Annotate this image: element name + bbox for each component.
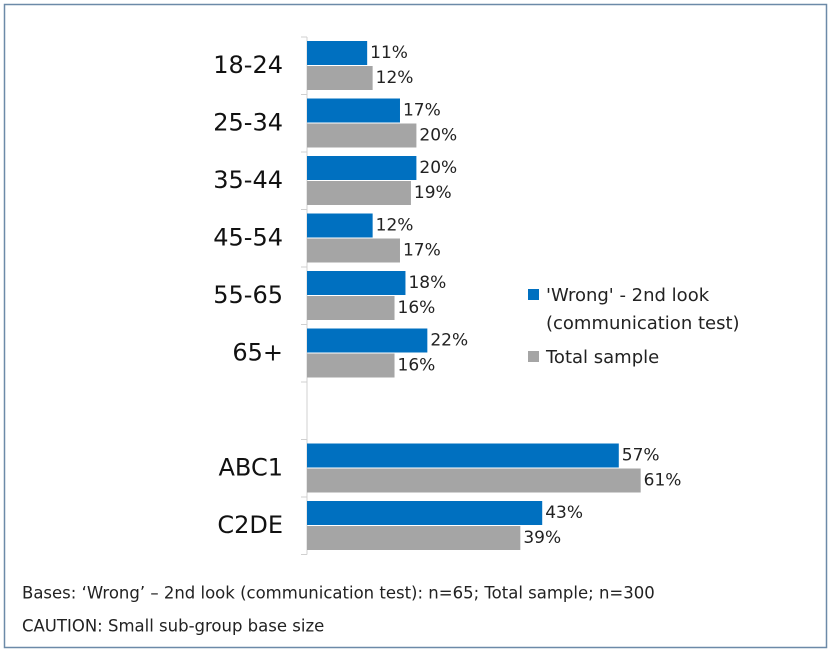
category-label: 65+ [232,339,283,367]
bar [307,123,417,148]
bar [307,468,641,493]
bar [307,501,543,525]
category-label: 55-65 [213,281,283,309]
bar [307,296,395,320]
bar [307,98,400,123]
value-label: 17% [403,241,441,261]
bar [307,213,373,238]
legend-label: 'Wrong' - 2nd look (communication test) [546,285,740,334]
bar [307,443,619,468]
category-label: 35-44 [213,166,283,194]
value-label: 16% [398,298,436,318]
bar [307,526,521,550]
legend-label: Total sample [546,347,660,368]
legend-item: Total sample [528,344,778,372]
note: Bases: ‘Wrong’ – 2nd look (communication… [22,584,655,603]
legend-item: 'Wrong' - 2nd look (communication test) [528,282,778,338]
value-label: 16% [398,356,436,376]
value-label: 18% [408,273,446,293]
legend: 'Wrong' - 2nd look (communication test) T… [528,282,778,378]
category-label: 45-54 [213,224,283,252]
bar [307,238,400,263]
frame [3,3,828,649]
value-label: 39% [523,528,561,548]
value-label: 61% [644,471,682,491]
value-label: 20% [419,126,457,146]
value-label: 17% [403,101,441,121]
value-label: 11% [370,43,408,63]
legend-swatch [528,351,539,362]
category-label: 25-34 [213,109,283,137]
bar [307,271,406,295]
category-label: 18-24 [213,51,283,79]
bar [307,181,411,205]
value-label: 57% [622,446,660,466]
value-label: 12% [376,216,414,236]
note: CAUTION: Small sub-group base size [22,617,324,636]
legend-swatch [528,289,539,300]
bar [307,156,417,180]
category-label: C2DE [217,511,283,539]
bar [307,353,395,378]
bar [307,328,428,353]
value-label: 20% [419,158,457,178]
bar [307,41,368,65]
bar [307,66,373,90]
value-label: 12% [376,68,414,88]
value-label: 22% [430,331,468,351]
category-label: ABC1 [219,454,284,482]
value-label: 19% [414,183,452,203]
value-label: 43% [545,503,583,523]
